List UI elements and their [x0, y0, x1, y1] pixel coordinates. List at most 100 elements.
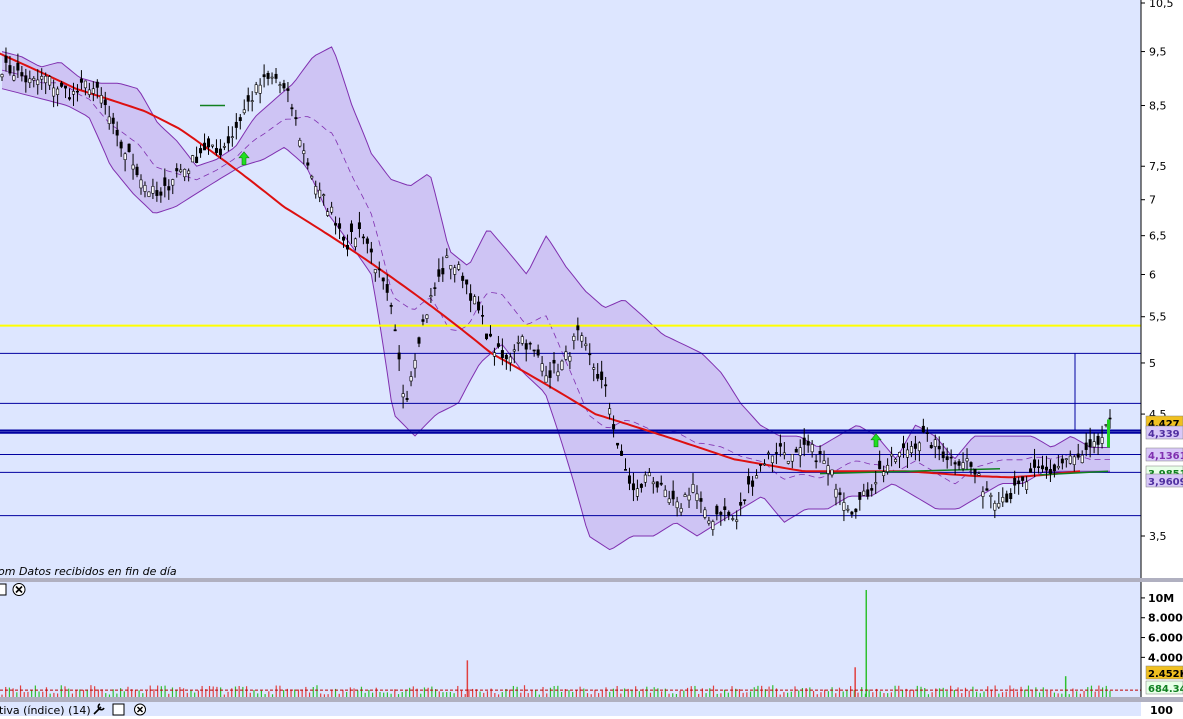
candle: [842, 492, 846, 522]
candle: [111, 112, 115, 135]
price-tick-label: 5,5: [1149, 311, 1167, 324]
candle: [1052, 463, 1056, 478]
candle: [635, 479, 639, 501]
candle: [818, 445, 822, 463]
candle: [151, 178, 155, 199]
restore-button[interactable]: [0, 583, 7, 596]
candle: [203, 133, 207, 151]
candle: [504, 353, 508, 370]
candle: [218, 139, 222, 159]
candle: [437, 258, 441, 283]
candle: [28, 70, 32, 89]
candle: [520, 334, 524, 346]
price-plot: [0, 46, 1141, 551]
candle: [747, 468, 751, 494]
candle: [1033, 448, 1037, 477]
candle: [349, 220, 353, 244]
volume-tag-label: 684.34: [1148, 684, 1183, 695]
candle: [16, 53, 20, 78]
candle: [651, 476, 655, 494]
candle: [612, 415, 616, 438]
candle: [898, 451, 902, 469]
candle: [413, 353, 417, 378]
candle: [1056, 455, 1060, 470]
candle: [64, 85, 68, 99]
candle: [210, 144, 214, 149]
candle: [131, 153, 135, 180]
candle: [342, 235, 346, 248]
candle: [103, 91, 107, 115]
candle: [552, 352, 556, 374]
candle: [663, 485, 667, 498]
candle: [949, 449, 953, 466]
candle: [850, 510, 854, 518]
candle: [901, 435, 905, 458]
candle: [778, 434, 782, 457]
candle: [755, 469, 759, 479]
candle: [75, 84, 79, 102]
candle: [334, 216, 338, 235]
candle: [496, 335, 500, 349]
candle: [941, 442, 945, 462]
candle: [397, 345, 401, 372]
candle: [163, 168, 167, 198]
candle: [925, 427, 929, 442]
candle: [1037, 459, 1041, 474]
candle: [481, 305, 485, 325]
candle: [246, 87, 250, 112]
candle: [361, 234, 365, 245]
bollinger-lower-line: [1, 88, 1110, 551]
candle: [679, 503, 683, 516]
candle: [659, 475, 663, 486]
price-tick-label: 8,5: [1149, 100, 1167, 113]
candle: [604, 376, 608, 397]
candle: [512, 344, 516, 364]
candle: [838, 487, 842, 506]
price-tick-label: 3,5: [1149, 530, 1167, 543]
volume-panel-bg: [0, 582, 1141, 697]
candle: [620, 444, 624, 456]
settings-button[interactable]: [93, 703, 105, 715]
candle: [445, 248, 449, 259]
candle: [314, 180, 318, 199]
candle: [449, 265, 453, 280]
candle: [469, 284, 473, 313]
candle: [465, 279, 469, 295]
candle: [492, 347, 496, 366]
candle: [8, 55, 12, 76]
candle: [870, 484, 874, 497]
candle: [1068, 450, 1072, 465]
candle: [572, 333, 576, 350]
candle: [429, 287, 433, 303]
candle: [1017, 476, 1021, 495]
price-tag: 4,339: [1145, 425, 1183, 440]
candle: [643, 471, 647, 487]
price-tag-label: 4,339: [1148, 429, 1180, 440]
candle: [584, 336, 588, 351]
candle: [56, 86, 60, 107]
indicator-restore-button[interactable]: [112, 703, 125, 716]
candle: [477, 296, 481, 314]
candle: [655, 481, 659, 493]
candle: [794, 446, 798, 453]
candle: [556, 363, 560, 382]
candle: [485, 333, 489, 341]
price-tick-label: 7: [1149, 194, 1156, 207]
candle: [330, 201, 334, 215]
candle: [365, 236, 369, 254]
close-button[interactable]: [12, 583, 26, 596]
candle: [933, 434, 937, 459]
candle: [576, 317, 580, 341]
candle: [381, 277, 385, 290]
candle: [91, 81, 95, 102]
candle: [473, 294, 477, 305]
candle: [409, 371, 413, 387]
panel-separator[interactable]: [0, 578, 1183, 582]
candle: [913, 435, 917, 461]
volume-tick-label: 10M: [1148, 592, 1174, 605]
candle: [175, 163, 179, 178]
candle: [417, 336, 421, 348]
indicator-close-button[interactable]: [134, 703, 146, 716]
candle: [107, 105, 111, 130]
moving-average-green: [1039, 470, 1109, 476]
